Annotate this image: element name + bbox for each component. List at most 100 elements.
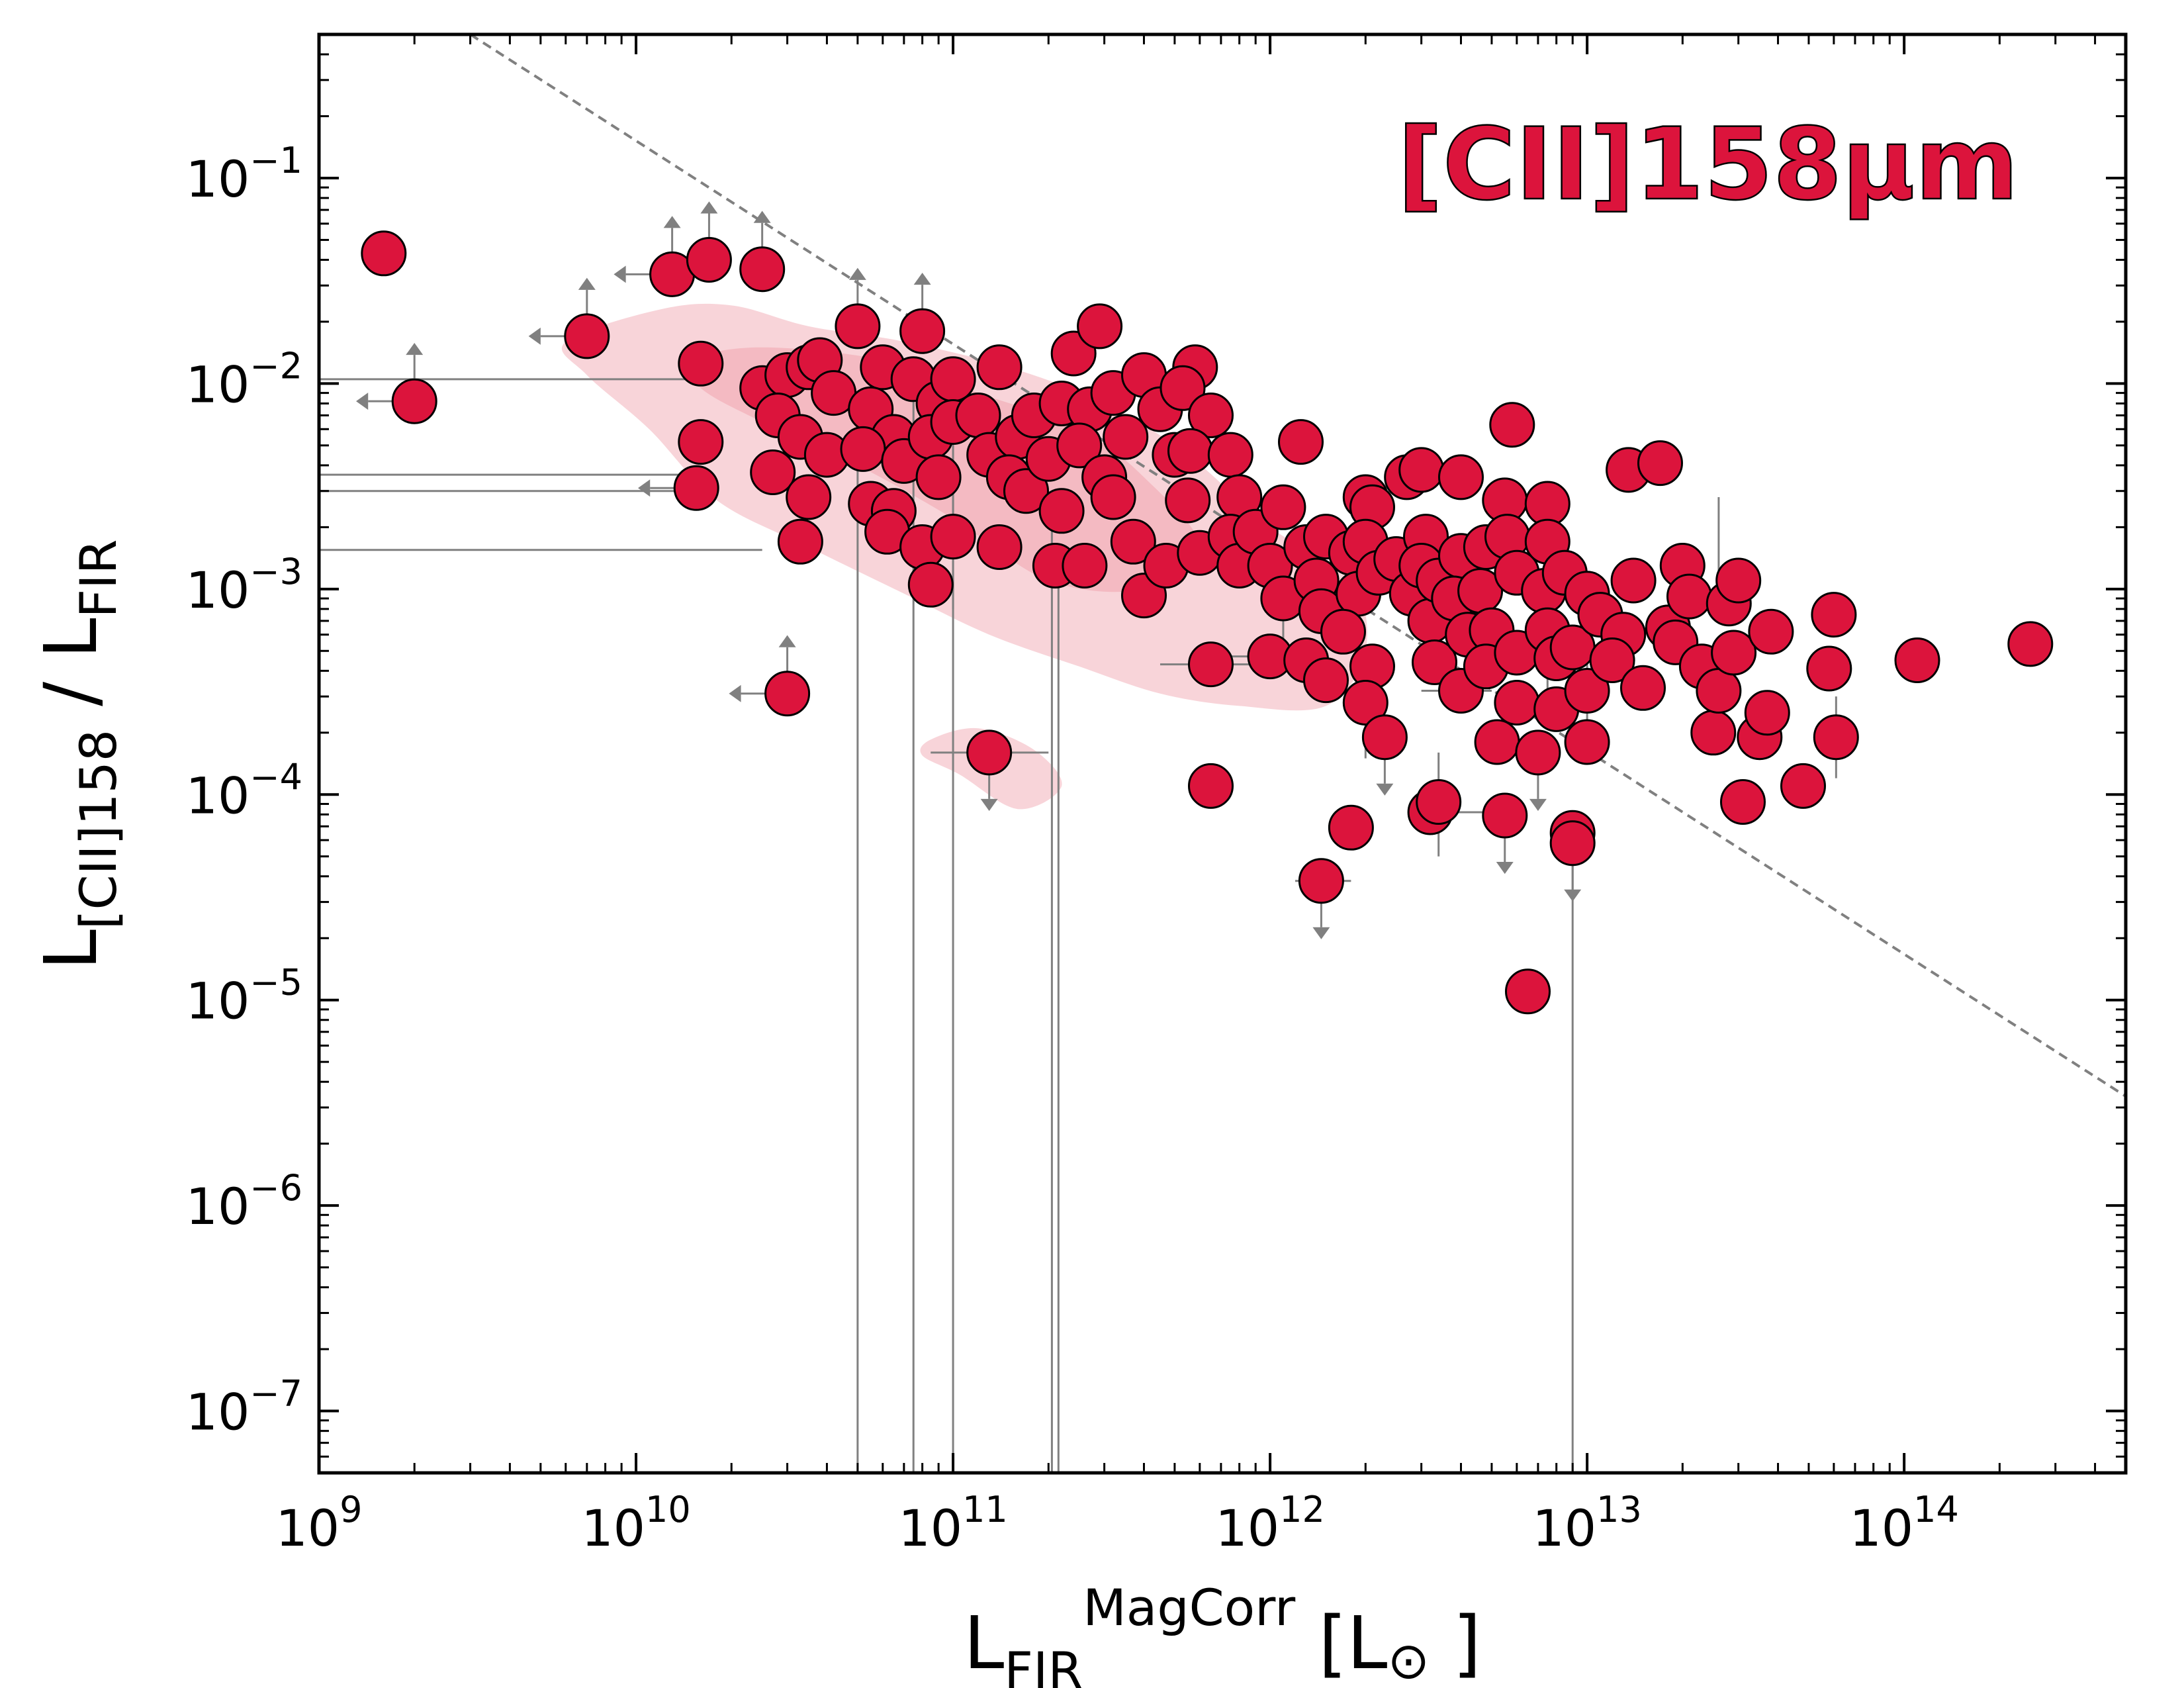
- y-upper-limit-arrowhead: [1564, 889, 1582, 902]
- data-point: [1188, 641, 1234, 688]
- data-point: [1711, 630, 1757, 676]
- x-limit-arrowhead: [729, 684, 741, 702]
- data-point: [1103, 414, 1149, 460]
- data-point: [1489, 402, 1535, 448]
- data-point: [750, 449, 796, 495]
- x-axis-label-sup: MagCorr: [1083, 1578, 1296, 1637]
- data-point: [673, 465, 719, 511]
- y-lower-limit-arrowhead: [700, 201, 718, 214]
- y-axis-label-sub: [CII]158: [69, 729, 128, 929]
- y-tick-label: 10−7: [186, 1373, 302, 1442]
- x-limit-arrowhead: [528, 327, 541, 345]
- x-axis-label: LFIRMagCorr [L⊙ ]: [964, 1578, 1481, 1688]
- data-point: [1298, 858, 1344, 904]
- data-point: [976, 344, 1023, 391]
- data-point: [361, 230, 407, 277]
- data-point: [1188, 763, 1234, 809]
- data-point: [840, 426, 886, 472]
- x-axis-label-unit-open: [L: [1295, 1601, 1387, 1685]
- data-point: [564, 313, 610, 359]
- data-point: [915, 454, 962, 500]
- x-tick-label: 1010: [581, 1489, 690, 1558]
- data-point: [1342, 680, 1388, 726]
- data-point: [1398, 447, 1445, 493]
- data-point: [1720, 779, 1766, 825]
- y-lower-limit-arrowhead: [778, 635, 796, 647]
- y-tick-label: 10−4: [186, 756, 302, 825]
- data-point: [1494, 680, 1540, 726]
- data-point: [1207, 432, 1253, 478]
- data-point: [1549, 820, 1596, 867]
- data-point: [1090, 474, 1136, 520]
- y-upper-limit-arrowhead: [1496, 862, 1514, 874]
- y-tick-label: 10−5: [186, 962, 302, 1031]
- data-points: [361, 230, 2054, 1015]
- data-point: [1620, 665, 1666, 711]
- x-axis-label-unit-close: ]: [1430, 1601, 1481, 1685]
- y-lower-limit-arrowhead: [663, 216, 681, 228]
- data-point: [930, 514, 976, 560]
- data-point: [777, 518, 823, 565]
- data-point: [1077, 303, 1123, 350]
- data-point: [1564, 668, 1610, 714]
- data-point: [1438, 454, 1484, 500]
- y-axis-label-sub2: FIR: [69, 539, 128, 618]
- x-tick-label: 1011: [898, 1489, 1007, 1558]
- data-point: [1278, 419, 1324, 465]
- data-point: [1260, 484, 1306, 530]
- data-point: [1811, 592, 1857, 638]
- axes: [317, 32, 2128, 1475]
- plot-frame: [317, 32, 2128, 1475]
- data-point: [1003, 468, 1049, 514]
- data-point: [1744, 690, 1790, 736]
- data-point: [1666, 573, 1712, 620]
- data-point: [1167, 428, 1213, 474]
- data-point: [1474, 719, 1520, 765]
- data-point: [686, 237, 732, 283]
- data-point: [2007, 621, 2054, 667]
- data-point: [678, 340, 724, 387]
- y-tick-label: 10−2: [186, 345, 302, 414]
- x-tick-label: 1013: [1532, 1489, 1641, 1558]
- data-point: [907, 561, 954, 608]
- annotation-label: [CII]158μm: [1397, 107, 2019, 222]
- data-point: [1303, 657, 1349, 704]
- y-upper-limit-arrowhead: [1376, 783, 1394, 796]
- x-axis-label-main: L: [964, 1601, 1004, 1685]
- data-point: [899, 308, 946, 354]
- y-tick-labels: 10−7 10−6 10−5 10−4 10−3 10−2 10−1: [186, 140, 302, 1442]
- y-lower-limit-arrowhead: [578, 277, 596, 290]
- data-point: [1412, 639, 1457, 685]
- data-point: [1690, 710, 1737, 756]
- y-axis-label-middle: / L: [28, 618, 113, 729]
- data-point: [1780, 763, 1826, 809]
- data-point: [1715, 557, 1762, 604]
- data-point: [678, 419, 724, 465]
- y-tick-label: 10−6: [186, 1167, 302, 1236]
- data-point: [1320, 608, 1366, 655]
- data-point: [1610, 557, 1657, 604]
- data-point: [391, 378, 437, 424]
- data-point: [966, 729, 1013, 776]
- data-point: [1056, 422, 1103, 469]
- y-lower-limit-arrowhead: [913, 272, 931, 285]
- data-point: [835, 303, 881, 350]
- data-point: [739, 246, 786, 293]
- y-tick-label: 10−1: [186, 140, 302, 209]
- data-point: [1813, 714, 1859, 761]
- data-point: [1110, 518, 1156, 565]
- data-point: [1165, 477, 1211, 524]
- data-point: [1361, 714, 1408, 761]
- x-limit-arrowhead: [638, 479, 651, 497]
- data-point: [1038, 488, 1085, 534]
- data-point: [1564, 719, 1610, 765]
- data-point: [1748, 608, 1794, 655]
- x-tick-labels: 109 1010 1011 1012 1013 1014: [275, 1489, 1958, 1558]
- y-upper-limit-arrowhead: [1312, 927, 1330, 939]
- data-point: [1188, 393, 1234, 438]
- data-point: [1806, 645, 1852, 692]
- y-axis-label-main: L: [28, 929, 113, 970]
- data-point: [1505, 968, 1551, 1015]
